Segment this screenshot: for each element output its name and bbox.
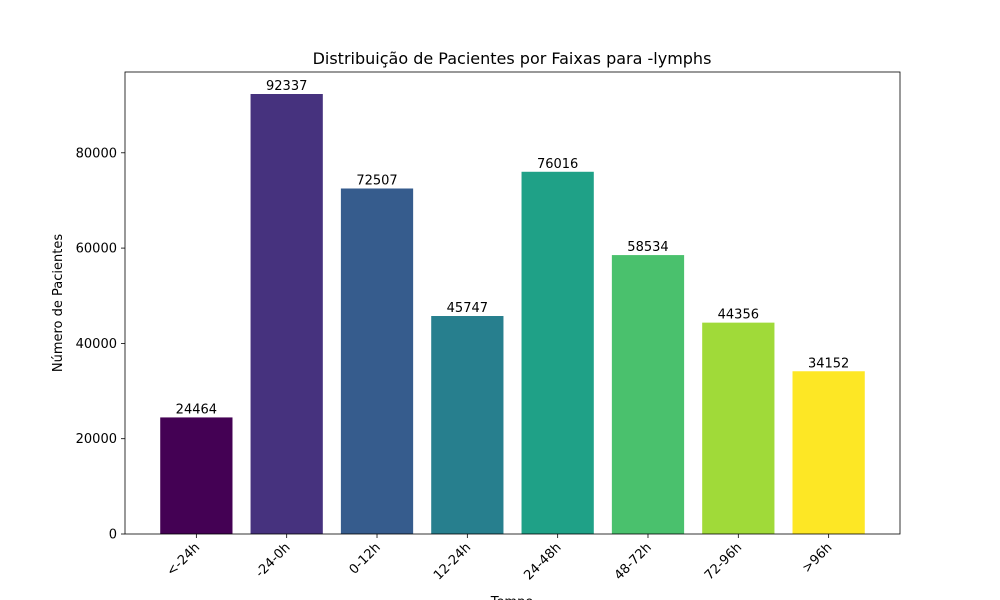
y-tick-label: 60000 <box>76 242 117 257</box>
value-label: 34152 <box>808 356 849 371</box>
bar <box>611 255 685 535</box>
y-axis-label: Número de Pacientes <box>51 234 66 372</box>
value-label: 58534 <box>627 240 668 255</box>
value-label: 45747 <box>447 301 488 316</box>
value-label: 76016 <box>537 157 578 172</box>
x-tick-label: 48-72h <box>612 540 655 583</box>
x-tick-label: <-24h <box>164 540 203 579</box>
x-tick-label: 12-24h <box>431 540 474 583</box>
y-tick-label: 20000 <box>76 432 117 447</box>
chart-title: Distribuição de Pacientes por Faixas par… <box>313 49 712 68</box>
x-tick-label: 72-96h <box>702 540 745 583</box>
plot-frame <box>124 71 901 535</box>
value-label: 92337 <box>266 79 307 94</box>
value-label: 72507 <box>356 173 397 188</box>
x-tick-label: 0-12h <box>347 540 384 577</box>
value-label: 24464 <box>176 402 217 417</box>
y-tick-label: 0 <box>109 528 117 543</box>
x-tick-label: -24-0h <box>253 540 294 581</box>
bar <box>250 94 323 535</box>
bar <box>431 316 504 534</box>
x-axis-label: Tempo <box>490 595 534 600</box>
y-tick-label: 40000 <box>76 337 117 352</box>
x-tick-label: 24-48h <box>521 540 564 583</box>
bar <box>521 171 594 534</box>
bar <box>160 417 233 534</box>
bar <box>340 188 414 534</box>
y-tick-label: 80000 <box>76 146 117 161</box>
bar <box>792 371 865 534</box>
bar <box>702 322 775 534</box>
value-label: 44356 <box>718 308 759 323</box>
x-tick-label: >96h <box>800 540 836 576</box>
